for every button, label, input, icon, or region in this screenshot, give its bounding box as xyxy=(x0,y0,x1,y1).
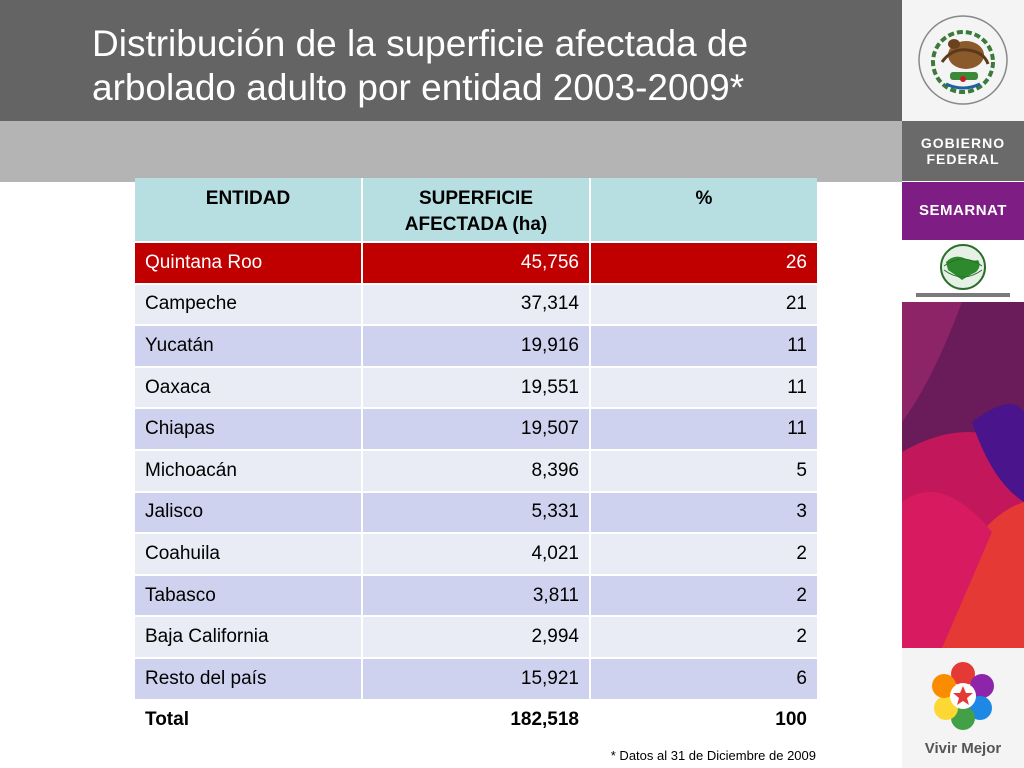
table-row: Campeche 37,314 21 xyxy=(135,283,817,327)
cell-superficie: 3,811 xyxy=(362,574,591,618)
cell-superficie: 5,331 xyxy=(362,491,591,535)
cell-entidad: Chiapas xyxy=(135,408,363,451)
vivir-mejor-label: Vivir Mejor xyxy=(924,740,1002,757)
cell-entidad: Coahuila xyxy=(135,533,363,576)
cell-percent: 2 xyxy=(590,574,817,618)
table-row: Michoacán 8,396 5 xyxy=(135,449,817,493)
cell-superficie: 15,921 xyxy=(362,657,591,701)
cell-superficie: 8,396 xyxy=(362,449,591,493)
table-total-row: Total 182,518 100 xyxy=(135,699,817,743)
table-row: Resto del país 15,921 6 xyxy=(135,657,817,701)
table-row: Yucatán 19,916 11 xyxy=(135,325,817,368)
header-superficie: SUPERFICIE AFECTADA (ha) xyxy=(362,178,591,243)
mexico-seal xyxy=(902,0,1024,121)
header-superficie-line-2: AFECTADA (ha) xyxy=(404,214,548,235)
decorative-graphic xyxy=(902,302,1024,648)
total-percent: 100 xyxy=(590,699,817,743)
cell-percent: 11 xyxy=(590,325,817,368)
cell-entidad: Resto del país xyxy=(135,657,363,701)
vivir-mejor-flower-icon xyxy=(932,662,994,730)
cell-percent: 2 xyxy=(590,616,817,659)
footnote: * Datos al 31 de Diciembre de 2009 xyxy=(610,748,816,763)
semarnat-logo: SEMARNAT xyxy=(902,182,1024,240)
header-entidad: ENTIDAD xyxy=(135,178,363,243)
cell-superficie: 37,314 xyxy=(362,283,591,327)
cell-percent: 11 xyxy=(590,366,817,410)
cell-percent: 26 xyxy=(590,242,817,285)
affected-area-table: ENTIDAD SUPERFICIE AFECTADA (ha) % Quint… xyxy=(135,178,817,743)
table-row: Quintana Roo 45,756 26 xyxy=(135,242,817,285)
page-title: Distribución de la superficie afectada d… xyxy=(92,22,892,110)
table-row: Tabasco 3,811 2 xyxy=(135,574,817,618)
cell-percent: 6 xyxy=(590,657,817,701)
cell-entidad: Jalisco xyxy=(135,491,363,535)
cell-percent: 5 xyxy=(590,449,817,493)
vivir-mejor-logo: Vivir Mejor xyxy=(902,648,1024,768)
conafor-logo xyxy=(902,240,1024,302)
table-row: Chiapas 19,507 11 xyxy=(135,408,817,451)
colored-petals-graphic xyxy=(902,302,1024,648)
table-row: Jalisco 5,331 3 xyxy=(135,491,817,535)
subtitle-band xyxy=(0,121,902,182)
cell-percent: 2 xyxy=(590,533,817,576)
title-line-1: Distribución de la superficie afectada d… xyxy=(92,23,749,64)
gobierno-federal-logo: GOBIERNO FEDERAL xyxy=(902,121,1024,181)
cell-percent: 11 xyxy=(590,408,817,451)
cell-superficie: 19,916 xyxy=(362,325,591,368)
cell-superficie: 4,021 xyxy=(362,533,591,576)
table-row: Baja California 2,994 2 xyxy=(135,616,817,659)
cell-superficie: 45,756 xyxy=(362,242,591,285)
conafor-globe-icon xyxy=(916,244,1010,297)
total-superficie: 182,518 xyxy=(362,699,591,743)
table-row: Coahuila 4,021 2 xyxy=(135,533,817,576)
title-line-2: arbolado adulto por entidad 2003-2009* xyxy=(92,67,745,108)
eagle-seal-icon xyxy=(918,15,1008,105)
cell-entidad: Tabasco xyxy=(135,574,363,618)
header-superficie-line-1: SUPERFICIE xyxy=(418,188,534,209)
cell-percent: 21 xyxy=(590,283,817,327)
total-label: Total xyxy=(135,699,363,743)
cell-percent: 3 xyxy=(590,491,817,535)
cell-entidad: Yucatán xyxy=(135,325,363,368)
gobierno-line-1: GOBIERNO xyxy=(920,135,1006,151)
cell-superficie: 19,551 xyxy=(362,366,591,410)
gobierno-line-2: FEDERAL xyxy=(926,151,1000,167)
table-header-row: ENTIDAD SUPERFICIE AFECTADA (ha) % xyxy=(135,178,817,243)
sidebar: GOBIERNO FEDERAL SEMARNAT xyxy=(902,0,1024,768)
cell-superficie: 19,507 xyxy=(362,408,591,451)
cell-entidad: Campeche xyxy=(135,283,363,327)
table-row: Oaxaca 19,551 11 xyxy=(135,366,817,410)
cell-entidad: Oaxaca xyxy=(135,366,363,410)
title-band xyxy=(0,0,902,121)
cell-entidad: Baja California xyxy=(135,616,363,659)
cell-entidad: Quintana Roo xyxy=(135,242,363,285)
header-percent: % xyxy=(590,178,817,243)
cell-superficie: 2,994 xyxy=(362,616,591,659)
cell-entidad: Michoacán xyxy=(135,449,363,493)
